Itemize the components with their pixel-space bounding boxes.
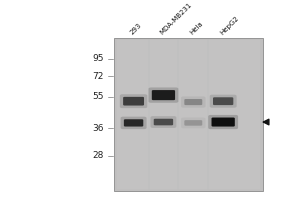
FancyBboxPatch shape — [154, 119, 173, 125]
Text: 28: 28 — [92, 151, 104, 160]
Bar — [117, 40, 260, 189]
FancyBboxPatch shape — [181, 96, 206, 108]
FancyBboxPatch shape — [210, 95, 237, 108]
FancyBboxPatch shape — [152, 90, 175, 100]
FancyBboxPatch shape — [208, 115, 238, 129]
FancyBboxPatch shape — [213, 97, 233, 105]
FancyBboxPatch shape — [150, 116, 176, 128]
Text: 95: 95 — [92, 54, 104, 63]
FancyBboxPatch shape — [120, 94, 147, 108]
Text: 36: 36 — [92, 124, 104, 133]
Text: Hela: Hela — [189, 21, 204, 36]
FancyBboxPatch shape — [121, 117, 147, 129]
FancyBboxPatch shape — [212, 118, 235, 127]
FancyBboxPatch shape — [184, 99, 202, 105]
Bar — [114, 38, 263, 191]
Text: MDA-MB231: MDA-MB231 — [159, 2, 194, 36]
Text: HepG2: HepG2 — [219, 15, 240, 36]
FancyBboxPatch shape — [184, 120, 202, 126]
FancyBboxPatch shape — [123, 97, 144, 106]
Text: 55: 55 — [92, 92, 104, 101]
FancyBboxPatch shape — [181, 118, 206, 128]
FancyBboxPatch shape — [124, 119, 143, 127]
Text: 293: 293 — [129, 22, 143, 36]
Text: 72: 72 — [92, 72, 104, 81]
FancyBboxPatch shape — [148, 87, 178, 103]
